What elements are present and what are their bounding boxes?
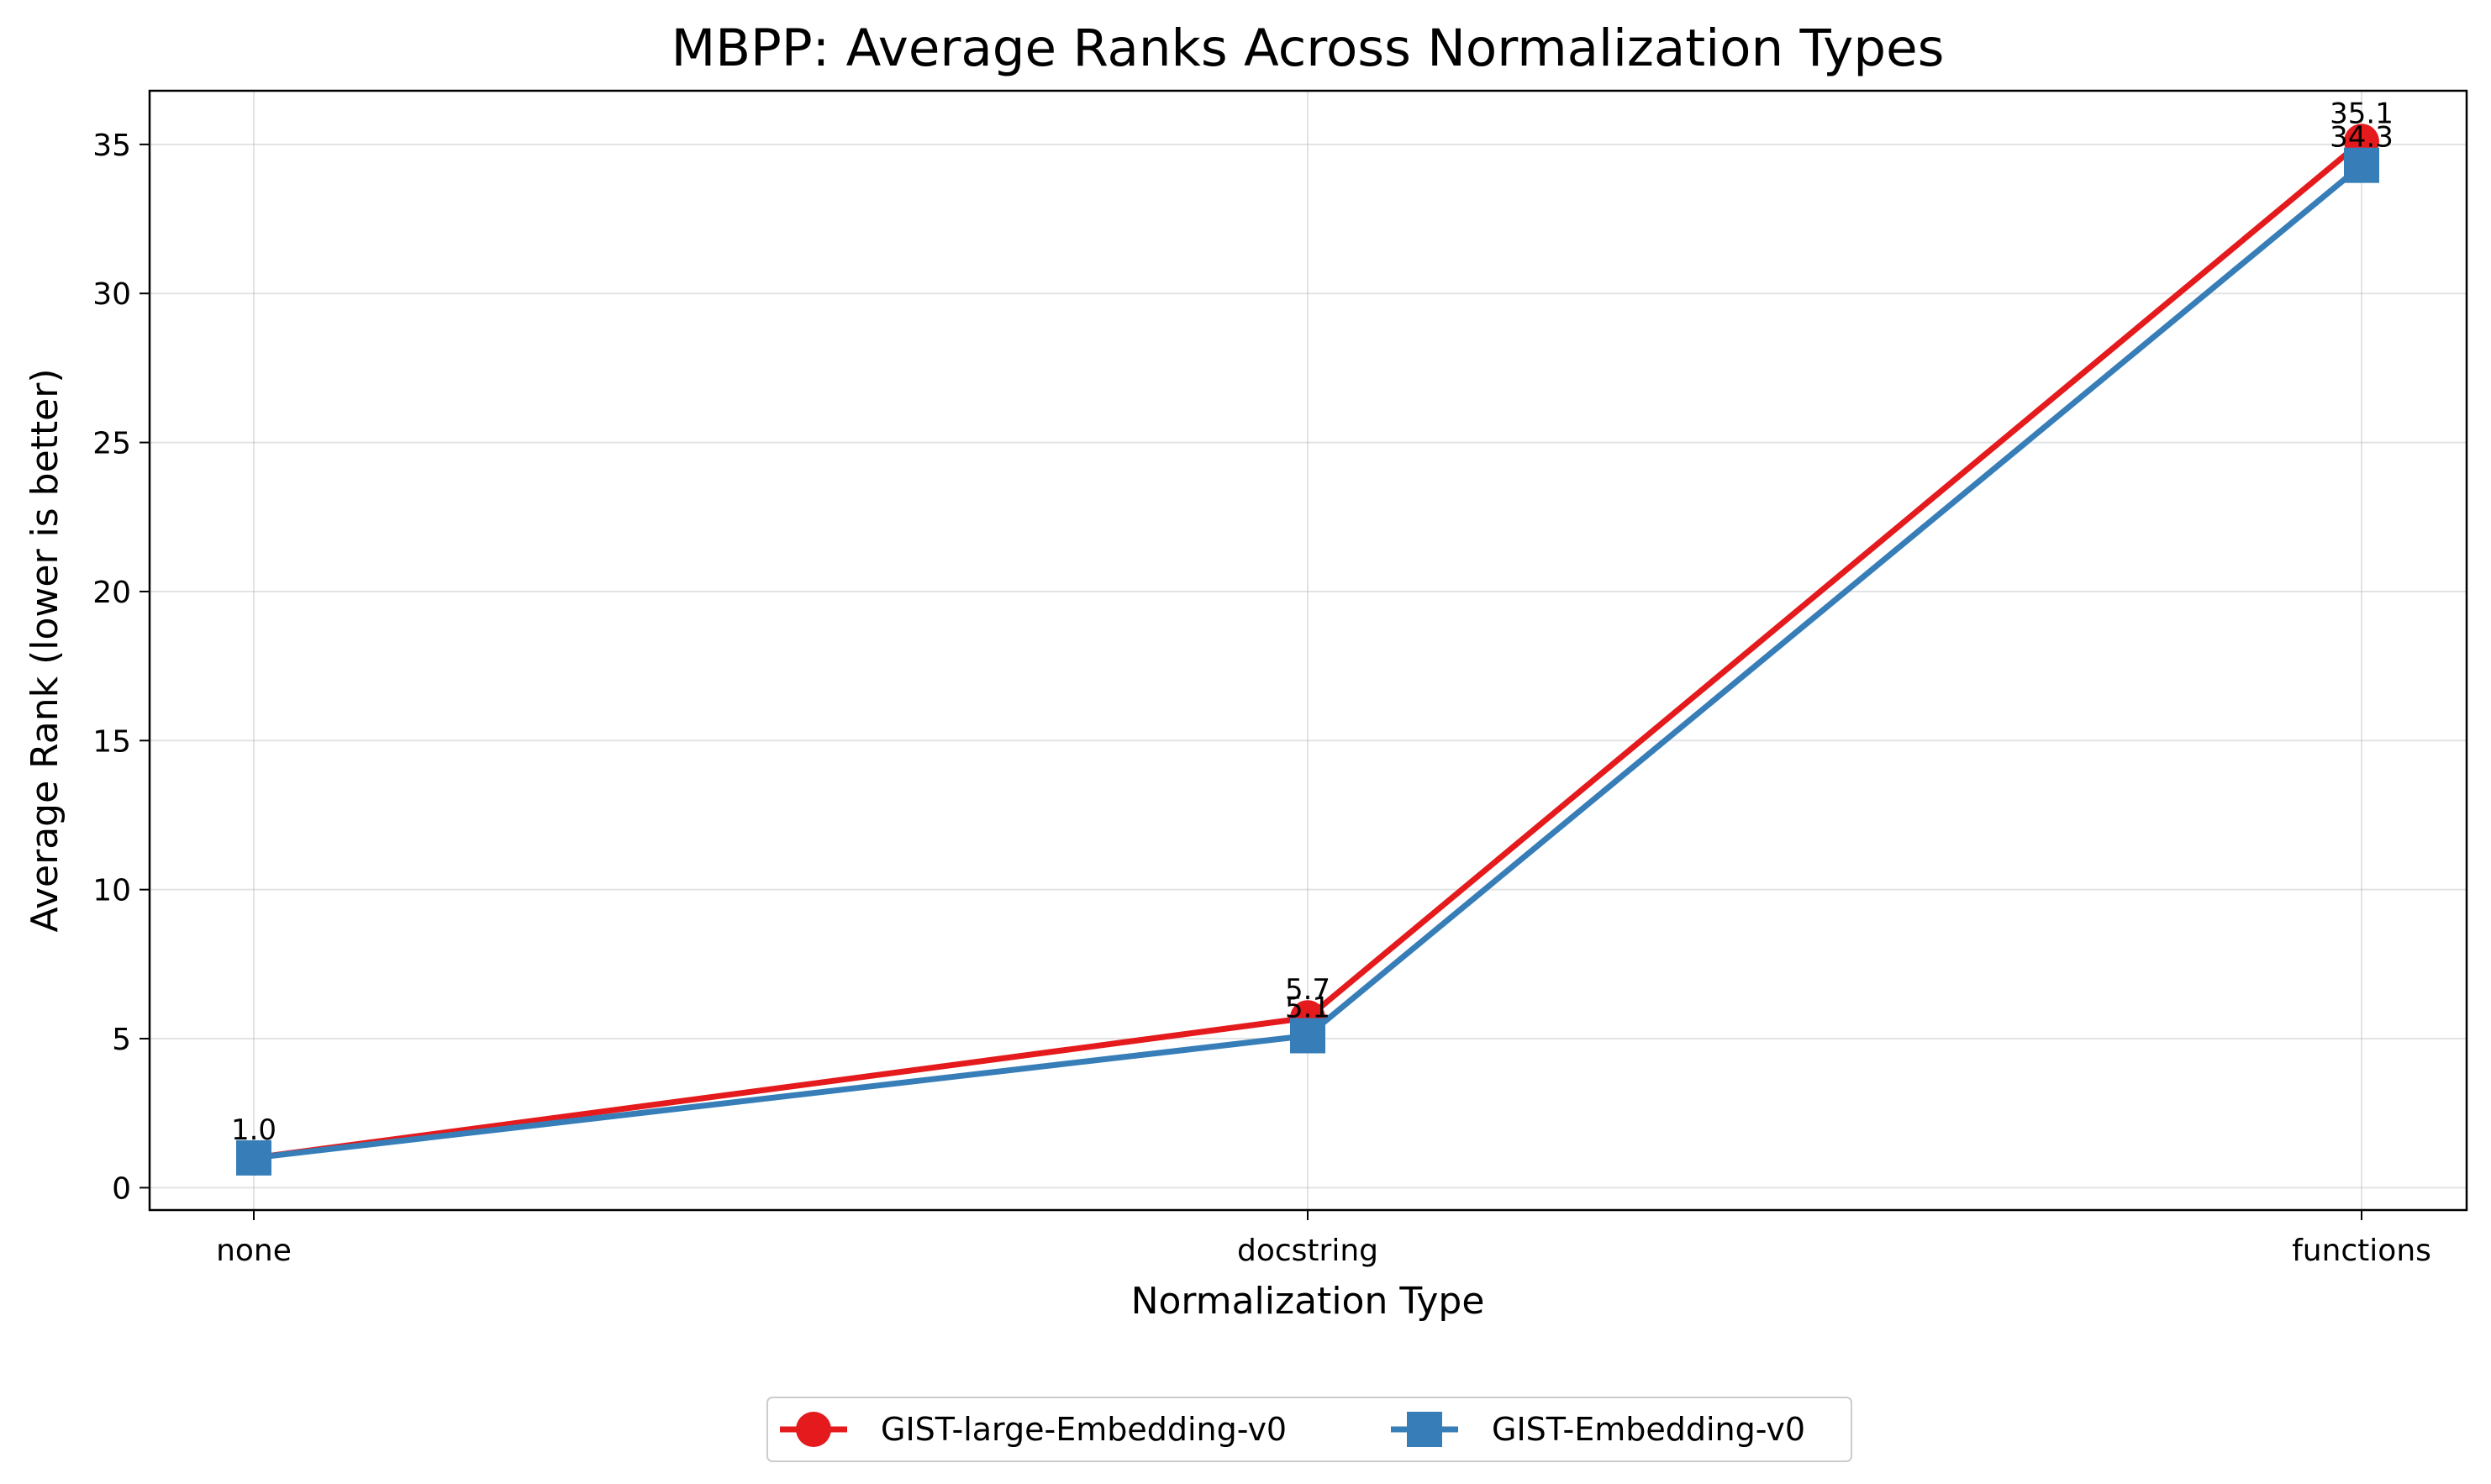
point-marker-1-0 [236,1139,271,1176]
series-markers [236,124,2379,1176]
chart-title: MBPP: Average Ranks Across Normalization… [671,18,1945,78]
y-axis-label: Average Rank (lower is better) [24,369,66,933]
data-label-1-2: 34.3 [2330,121,2394,155]
data-label-0-1: 5.7 [1285,973,1330,1007]
point-marker-1-1 [1290,1018,1325,1054]
y-tick-label: 5 [112,1023,131,1057]
x-axis-label: Normalization Type [1131,1280,1485,1323]
legend-frame [766,1397,1852,1462]
data-labels: 1.0 5.7 35.1 5.1 34.3 [231,97,2394,1147]
y-tick-label: 10 [92,874,131,908]
y-tick-label: 0 [112,1171,131,1206]
legend-label-1: GIST-Embedding-v0 [1492,1411,1805,1448]
x-tick-label: docstring [1237,1234,1378,1268]
x-tick-label: functions [2292,1234,2431,1268]
legend-marker-1 [1407,1412,1442,1447]
x-tick-label: none [216,1234,292,1268]
y-tick-label: 20 [92,576,131,610]
legend-label-0: GIST-large-Embedding-v0 [881,1411,1287,1448]
data-label-0-2: 35.1 [2330,97,2394,130]
data-label-0-0: 1.0 [231,1113,276,1147]
grid [150,91,2467,1210]
y-tick-label: 35 [92,129,131,163]
y-tick-label: 15 [92,724,131,759]
data-label-1-1: 5.1 [1285,991,1330,1024]
point-marker-1-2 [2344,147,2379,183]
legend: GIST-large-Embedding-v0 GIST-Embedding-v0 [766,1397,1852,1462]
y-tick-label: 30 [92,277,131,312]
axis-ticks: 0 5 10 15 20 25 30 35 none docstring functions [92,129,2431,1268]
y-tick-label: 25 [92,427,131,461]
legend-marker-0 [796,1412,831,1447]
